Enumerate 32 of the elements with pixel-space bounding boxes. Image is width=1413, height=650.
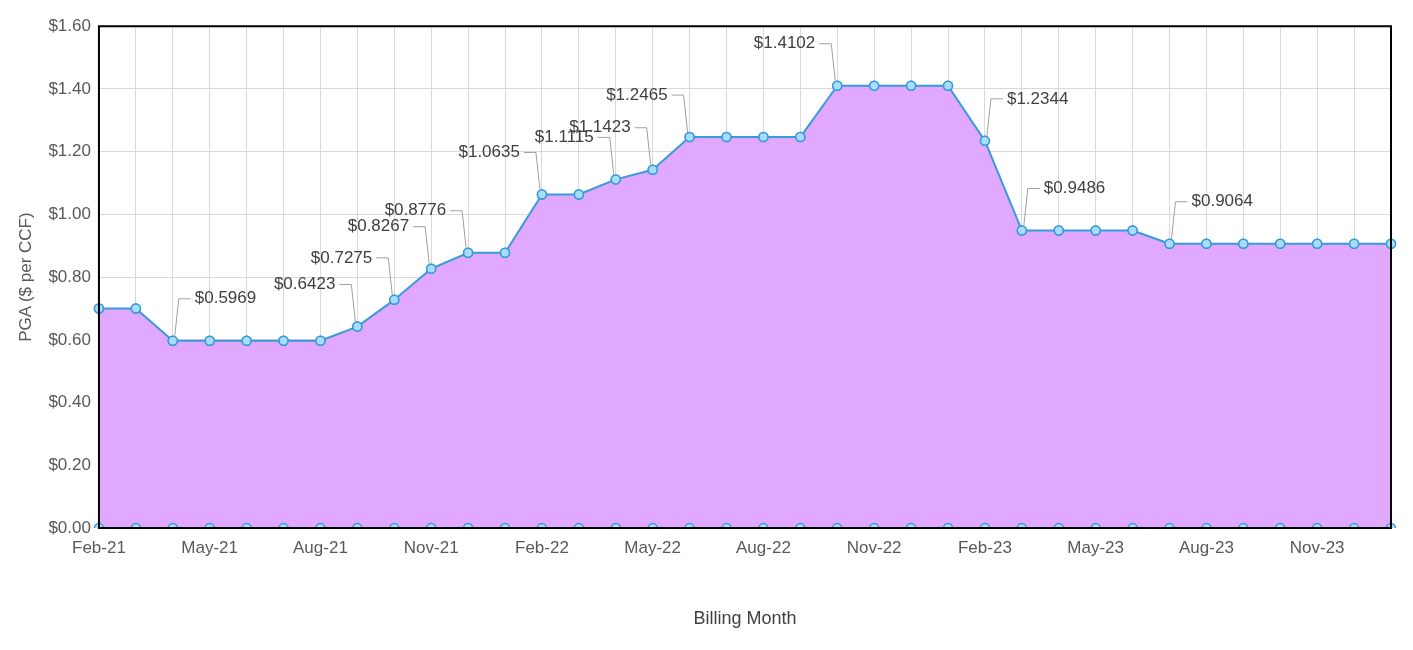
x-tick-label: Feb-23 <box>957 537 1012 557</box>
x-tick-label: Nov-22 <box>846 537 902 557</box>
x-tick-label: Aug-22 <box>736 537 791 557</box>
x-tick-label: Nov-21 <box>403 537 459 557</box>
y-tick-label: $0.40 <box>48 392 91 412</box>
y-tick-label: $1.40 <box>48 78 91 98</box>
y-tick-label: $1.00 <box>48 204 91 224</box>
x-tick-label: Feb-21 <box>72 537 126 557</box>
y-axis-title: PGA ($ per CCF) <box>15 212 35 342</box>
y-tick-label: $0.00 <box>48 517 91 537</box>
data-label: $1.2465 <box>606 84 668 104</box>
x-tick-label: May-22 <box>624 537 682 557</box>
data-label: $1.2344 <box>1006 88 1069 108</box>
y-tick-label: $0.80 <box>48 266 91 286</box>
x-tick-label: Nov-23 <box>1289 537 1345 557</box>
data-label: $1.4102 <box>753 33 816 53</box>
y-tick-label: $1.20 <box>48 141 91 161</box>
x-tick-label: May-23 <box>1067 537 1125 557</box>
x-tick-label: Aug-21 <box>293 537 348 557</box>
data-label: $0.9064 <box>1191 191 1253 211</box>
y-tick-label: $1.60 <box>48 15 91 35</box>
x-tick-label: Feb-22 <box>515 537 569 557</box>
x-tick-label: May-21 <box>181 537 239 557</box>
x-tick-label: Aug-23 <box>1179 537 1234 557</box>
data-label: $0.5969 <box>194 288 257 308</box>
data-label: $0.9486 <box>1043 178 1106 198</box>
data-label: $1.0635 <box>458 142 520 162</box>
data-label: $0.7275 <box>310 247 373 267</box>
data-label: $0.6423 <box>273 274 336 294</box>
x-axis-title: Billing Month <box>693 608 797 629</box>
y-tick-label: $0.60 <box>48 329 91 349</box>
y-tick-label: $0.20 <box>48 454 91 474</box>
